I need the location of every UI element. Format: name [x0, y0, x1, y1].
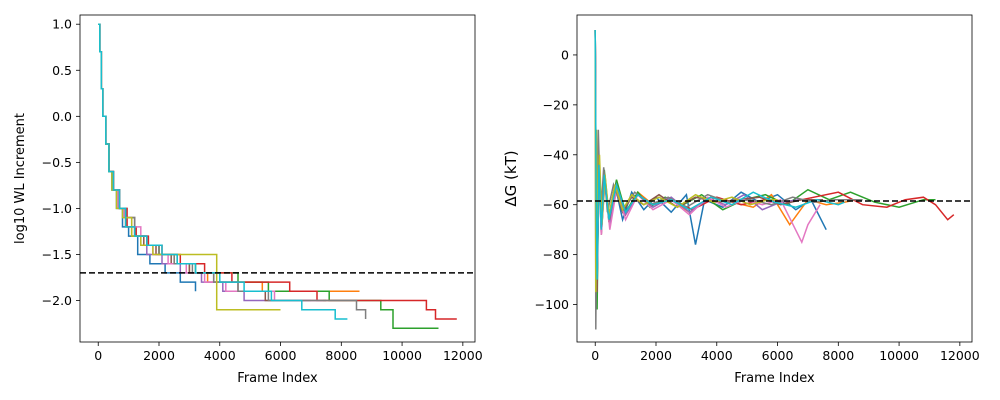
y-tick-label: −40: [543, 147, 569, 162]
y-tick-label: −80: [543, 247, 569, 262]
y-tick-label: 0.0: [52, 109, 72, 124]
series-line-2: [594, 29, 857, 285]
series-line-6: [594, 29, 824, 293]
series-line-5: [98, 23, 311, 302]
y-tick-label: −1.5: [42, 247, 72, 262]
x-tick-label: 2000: [640, 348, 672, 363]
y-tick-label: −100: [535, 297, 569, 312]
x-tick-label: 4000: [204, 348, 236, 363]
series-line-9: [594, 29, 778, 293]
series-line-4: [594, 29, 955, 275]
y-axis-label: ΔG (kT): [502, 150, 520, 206]
x-tick-label: 2000: [143, 348, 175, 363]
y-tick-label: −1.0: [42, 201, 72, 216]
y-tick-label: 0: [561, 47, 569, 62]
x-tick-label: 12000: [443, 348, 483, 363]
right-chart-delta-g: 0 2000 4000 6000 8000 10000 12000 0 −20 −40 −60 −80…: [502, 14, 980, 386]
series-line-10: [594, 29, 845, 280]
y-tick-label: −0.5: [42, 155, 72, 170]
left-chart-wl-increment: 0 2000 4000 6000 8000 10000 12000 1.0 0.5 0.0 −0.5…: [13, 14, 483, 386]
y-tick-label: −60: [543, 197, 569, 212]
series-group: [98, 23, 457, 329]
x-tick-label: 0: [591, 348, 599, 363]
y-tick-label: 0.5: [52, 63, 72, 78]
series-line-3: [594, 29, 936, 310]
series-line-10: [98, 23, 348, 320]
series-line-4: [98, 23, 457, 320]
x-axis-label: Frame Index: [734, 371, 815, 386]
y-tick-label: 1.0: [52, 17, 72, 32]
y-tick-label: −20: [543, 97, 569, 112]
x-tick-label: 4000: [701, 348, 733, 363]
series-line-7: [98, 23, 324, 302]
y-axis-label: log10 WL Increment: [13, 113, 28, 244]
x-tick-label: 8000: [822, 348, 854, 363]
axes-frame: [79, 14, 476, 343]
x-tick-label: 6000: [762, 348, 794, 363]
series-line-7: [594, 29, 821, 275]
x-tick-label: 8000: [325, 348, 357, 363]
x-tick-label: 10000: [879, 348, 919, 363]
series-line-5: [594, 29, 808, 280]
series-line-6: [98, 23, 327, 302]
series-group: [594, 29, 955, 330]
axes-frame: [576, 14, 973, 343]
x-tick-label: 12000: [940, 348, 980, 363]
x-tick-label: 10000: [382, 348, 422, 363]
y-tick-label: −2.0: [42, 293, 72, 308]
x-axis-label: Frame Index: [237, 371, 318, 386]
series-line-8: [594, 29, 863, 330]
series-line-1: [594, 29, 827, 268]
x-tick-label: 0: [94, 348, 102, 363]
x-tick-label: 6000: [265, 348, 297, 363]
